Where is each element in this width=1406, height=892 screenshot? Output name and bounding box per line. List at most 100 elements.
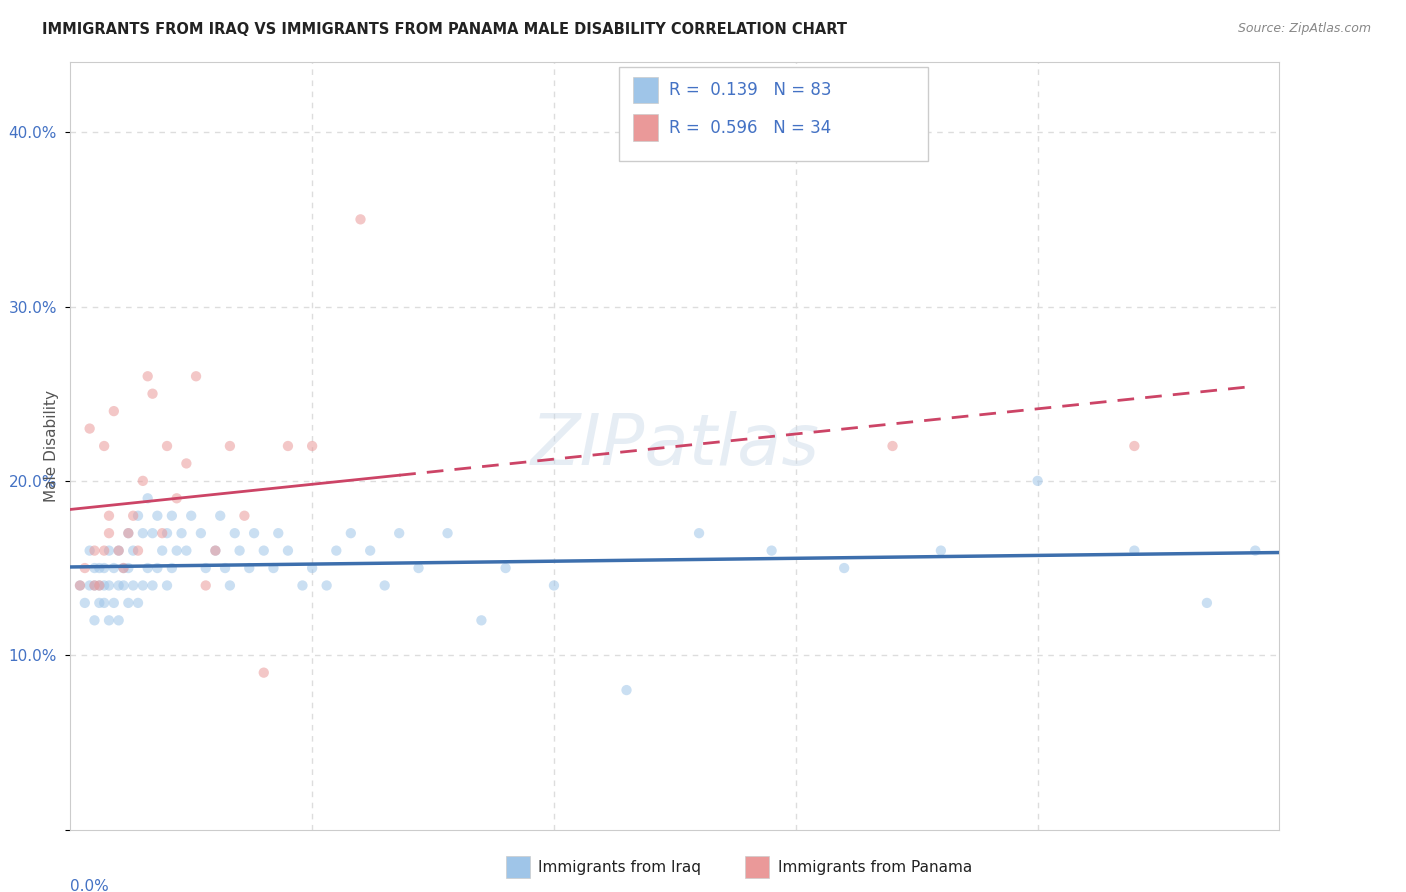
Point [73, 561, 96, 575]
Point [132, 578, 155, 592]
Point [228, 543, 250, 558]
Point [117, 596, 139, 610]
Point [122, 578, 145, 592]
Point [117, 526, 139, 541]
Point [194, 561, 217, 575]
Point [262, 561, 284, 575]
Point [160, 561, 183, 575]
Point [89, 596, 111, 610]
Point [146, 561, 169, 575]
Point [832, 561, 855, 575]
Point [98, 613, 121, 627]
Point [340, 526, 363, 541]
Point [1026, 474, 1049, 488]
Point [107, 543, 129, 558]
Text: Source: ZipAtlas.com: Source: ZipAtlas.com [1237, 22, 1371, 36]
Point [325, 543, 347, 558]
Point [98, 508, 121, 523]
Point [117, 561, 139, 575]
Point [176, 457, 198, 471]
Point [190, 526, 212, 541]
Point [136, 561, 159, 575]
Point [408, 561, 430, 575]
Point [301, 439, 323, 453]
Point [83, 613, 105, 627]
Point [136, 369, 159, 384]
Point [107, 578, 129, 592]
Point [301, 561, 323, 575]
Point [83, 561, 105, 575]
Point [291, 578, 314, 592]
Point [267, 526, 290, 541]
Point [127, 508, 149, 523]
Point [83, 578, 105, 592]
Point [315, 578, 337, 592]
Text: Immigrants from Iraq: Immigrants from Iraq [538, 860, 702, 874]
Text: IMMIGRANTS FROM IRAQ VS IMMIGRANTS FROM PANAMA MALE DISABILITY CORRELATION CHART: IMMIGRANTS FROM IRAQ VS IMMIGRANTS FROM … [42, 22, 848, 37]
Point [93, 578, 115, 592]
Point [194, 578, 217, 592]
Point [93, 439, 115, 453]
Point [89, 578, 111, 592]
Point [1123, 543, 1146, 558]
Point [93, 561, 115, 575]
Point [83, 578, 105, 592]
Point [141, 386, 163, 401]
Point [219, 578, 242, 592]
Point [277, 543, 299, 558]
Point [112, 561, 135, 575]
Point [103, 596, 125, 610]
Point [1195, 596, 1218, 610]
Point [107, 543, 129, 558]
Point [156, 526, 179, 541]
Point [112, 561, 135, 575]
Point [170, 526, 193, 541]
Point [132, 474, 155, 488]
Point [98, 578, 121, 592]
Point [156, 578, 179, 592]
Point [98, 526, 121, 541]
Point [79, 578, 101, 592]
Point [243, 526, 266, 541]
Point [112, 578, 135, 592]
Point [69, 578, 91, 592]
Point [79, 421, 101, 435]
Text: Immigrants from Panama: Immigrants from Panama [778, 860, 972, 874]
Y-axis label: Male Disability: Male Disability [44, 390, 59, 502]
Point [141, 526, 163, 541]
Point [127, 596, 149, 610]
Point [166, 491, 188, 506]
Point [117, 526, 139, 541]
Point [688, 526, 710, 541]
Point [374, 578, 396, 592]
Point [146, 508, 169, 523]
Point [73, 596, 96, 610]
Point [359, 543, 381, 558]
Point [132, 526, 155, 541]
Point [160, 508, 183, 523]
Point [543, 578, 565, 592]
Point [136, 491, 159, 506]
Point [69, 578, 91, 592]
Text: ZIPatlas: ZIPatlas [530, 411, 820, 481]
Point [83, 543, 105, 558]
Point [495, 561, 517, 575]
Point [436, 526, 458, 541]
Point [107, 613, 129, 627]
Point [93, 543, 115, 558]
Point [929, 543, 952, 558]
Point [150, 543, 173, 558]
Point [214, 561, 236, 575]
Point [616, 683, 638, 698]
Point [89, 578, 111, 592]
Point [122, 508, 145, 523]
Point [1244, 543, 1267, 558]
Point [122, 543, 145, 558]
Point [89, 561, 111, 575]
Point [1123, 439, 1146, 453]
Point [470, 613, 492, 627]
Point [224, 526, 246, 541]
Point [93, 596, 115, 610]
Point [127, 543, 149, 558]
Point [103, 561, 125, 575]
